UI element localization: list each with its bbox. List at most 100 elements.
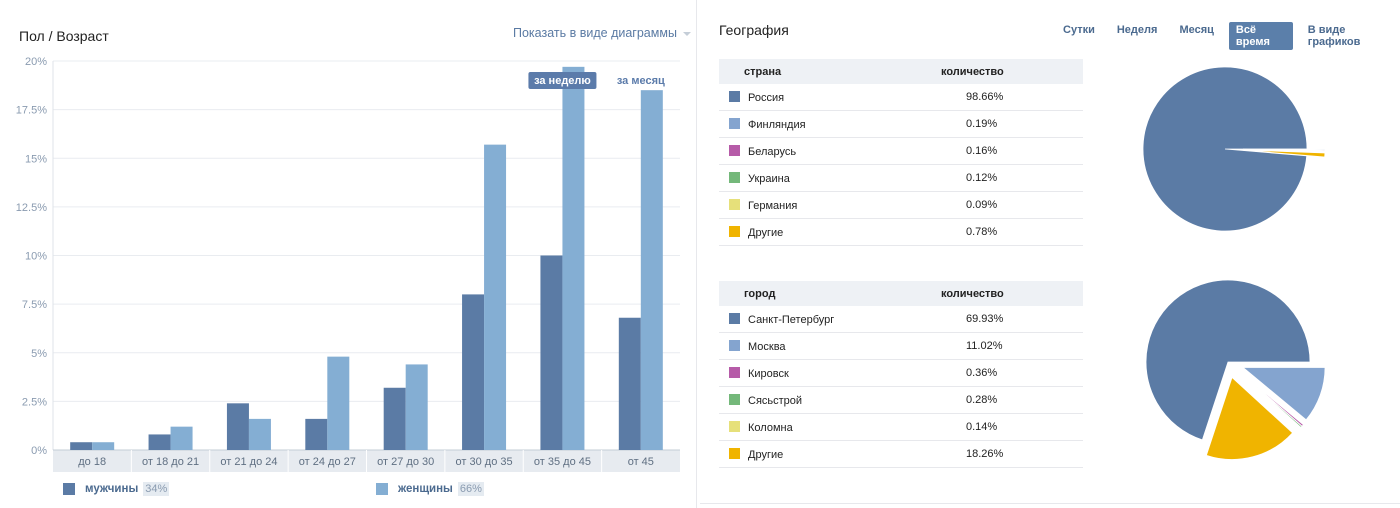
country-row[interactable]: Украина 0.12% [719,164,1083,192]
city-row[interactable]: Коломна 0.14% [719,413,1083,441]
legend-men-swatch [63,483,75,495]
city-color-swatch [729,339,740,351]
city-pie-slice[interactable] [1239,372,1302,429]
bar-women [640,90,663,451]
legend-women-label: женщины [398,483,453,495]
bar-women [562,66,585,451]
show-as-diagram-toggle[interactable]: Показать в виде диаграммы [513,26,691,40]
country-pie-slice[interactable] [1242,149,1326,153]
country-color-swatch [729,225,740,237]
badge-week-bg [528,72,597,89]
panel-divider [696,0,697,508]
tab-month[interactable]: Месяц [1179,24,1214,36]
city-name: Санкт-Петербург [748,313,835,326]
city-pie-slice[interactable] [1241,367,1326,421]
bar-women [327,356,350,450]
legend-women-percent: 66% [457,482,484,496]
y-tick-label: 17.5% [16,105,47,117]
x-tick-label: до 18 [78,456,106,468]
period-tabs: Сутки Неделя Месяц Всё время В виде граф… [1052,22,1400,50]
city-row[interactable]: Санкт-Петербург 69.93% [719,306,1083,333]
city-color-swatch [729,420,740,432]
bar-men [462,294,485,450]
country-table-header: страна количество [719,59,1083,84]
country-name: Другие [748,226,784,239]
country-row[interactable]: Финляндия 0.19% [719,110,1083,138]
city-value-header: количество [941,281,1083,306]
country-row[interactable]: Германия 0.09% [719,191,1083,219]
city-name-cell: Москва [719,332,941,360]
city-color-swatch [729,366,740,378]
city-name-cell: Другие [719,440,941,468]
city-table: город количество Санкт-Петербург 69.93% Мо… [719,281,1083,468]
city-row[interactable]: Сясьстрой 0.28% [719,386,1083,414]
country-name-cell: Беларусь [719,137,941,165]
country-name-cell: Украина [719,164,941,192]
legend-men[interactable]: мужчины 34% [63,482,170,496]
city-pie-slice[interactable] [1205,376,1294,460]
city-color-swatch [729,393,740,405]
city-row[interactable]: Кировск 0.36% [719,359,1083,387]
bar-men [70,442,93,450]
city-pie-slice[interactable] [1145,279,1311,441]
badge-week: за неделю [534,75,591,87]
x-tick-label: от 24 до 27 [299,456,356,468]
city-name: Другие [748,448,784,461]
country-value: 0.19% [941,110,1083,138]
x-tick-label: от 30 до 35 [456,456,513,468]
city-color-swatch [729,312,740,324]
gender-age-panel: Пол / Возраст Показать в виде диаграммы … [0,0,696,508]
chevron-down-icon [682,31,691,36]
tab-as-graphs[interactable]: В виде графиков [1307,24,1361,48]
y-tick-label: 12.5% [16,202,47,214]
bar-women [248,418,271,450]
country-row[interactable]: Другие 0.78% [719,218,1083,246]
age-bar-chart: 0% 2.5% 5% 7.5% 10% 12.5% 15% 17.5% 20% до 18 от 1… [16,56,680,472]
country-value: 0.12% [941,164,1083,192]
country-color-swatch [729,198,740,210]
city-name-cell: Коломна [719,413,941,441]
city-row[interactable]: Другие 18.26% [719,440,1083,468]
country-name-cell: Финляндия [719,110,941,138]
tab-day[interactable]: Сутки [1063,24,1095,36]
country-pie-slice[interactable] [1242,149,1326,158]
tab-all-time[interactable]: Всё время [1228,22,1293,50]
country-value: 0.09% [941,191,1083,219]
country-name: Беларусь [748,145,797,158]
country-value-header: количество [941,59,1083,84]
x-tick-label: от 18 до 21 [142,456,199,468]
bar-men [540,255,563,450]
geography-title: География [719,22,789,38]
bar-men [383,387,406,450]
city-name-cell: Сясьстрой [719,386,941,414]
city-value: 69.93% [941,306,1083,333]
city-row[interactable]: Москва 11.02% [719,332,1083,360]
country-name-cell: Другие [719,218,941,246]
gender-age-title: Пол / Возраст [19,28,109,44]
bar-women [484,144,507,450]
country-pie-slice[interactable] [1142,66,1308,232]
city-name-cell: Санкт-Петербург [719,306,941,333]
city-name: Сясьстрой [748,394,803,407]
bar-men [618,317,641,450]
city-value: 11.02% [941,332,1083,360]
city-name: Кировск [748,367,789,380]
tab-week[interactable]: Неделя [1116,24,1158,36]
bottom-divider [700,503,1400,504]
y-tick-label: 0% [31,445,47,457]
bar-men [148,434,171,450]
country-color-swatch [729,90,740,102]
y-tick-label: 5% [31,348,47,360]
city-name-cell: Кировск [719,359,941,387]
country-column-header: страна [719,59,941,84]
country-row[interactable]: Беларусь 0.16% [719,137,1083,165]
country-value: 0.78% [941,218,1083,246]
country-row[interactable]: Россия 98.66% [719,84,1083,111]
bar-women [405,364,428,450]
bar-men [305,418,328,450]
country-table: страна количество Россия 98.66% Финляндия 0… [719,59,1083,246]
city-value: 0.28% [941,386,1083,414]
country-name: Финляндия [748,118,806,131]
legend-men-label: мужчины [85,483,139,495]
legend-women[interactable]: женщины 66% [376,482,484,496]
